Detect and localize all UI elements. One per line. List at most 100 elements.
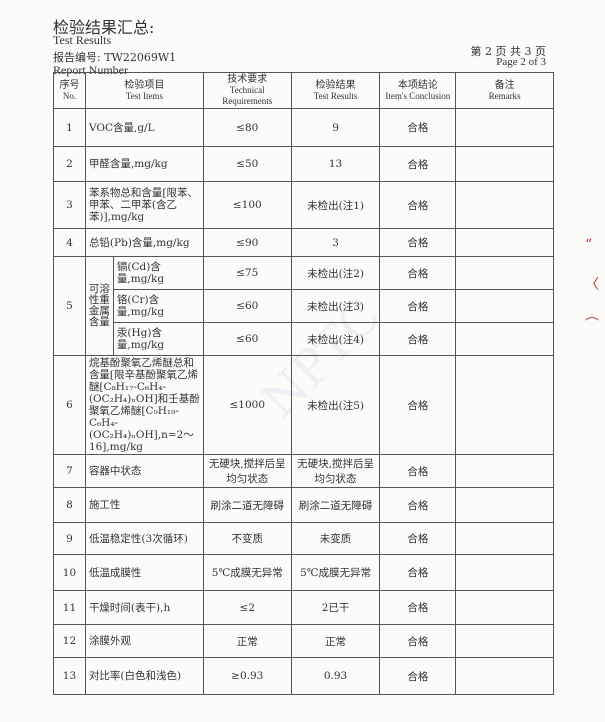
- test-item: 烷基酚聚氧乙烯醚总和含量[限辛基酚聚氧乙烯醚[C₈H₁₇-C₆H₄-(OC₂H₄…: [84, 355, 204, 455]
- conclusion: 合格: [379, 108, 457, 147]
- table-row: 5 可溶性重金属含量 镉(Cd)含量,mg/kg ≤75 未检出(注2) 合格: [53, 256, 554, 356]
- test-result: 未检出(注1): [290, 181, 381, 229]
- col-result: 检验结果 Test Results: [290, 72, 381, 109]
- test-result: 2已干: [290, 590, 381, 625]
- remarks-cell: [455, 181, 554, 229]
- conclusion: 合格: [379, 554, 457, 591]
- table-row: 2 甲醛含量,mg/kg ≤50 13 合格: [53, 146, 554, 182]
- remarks-cell: [455, 108, 554, 147]
- page-number: 第 2 页 共 3 页: [470, 45, 546, 58]
- conclusion: 合格: [379, 657, 457, 695]
- table-header: 序号 No. 检验项目 Test Items 技术要求 Technical Requi…: [53, 72, 554, 109]
- test-item: 对比率(白色和浅色): [84, 657, 204, 695]
- test-result: 未检出(注3): [290, 289, 381, 323]
- table-row: 6 烷基酚聚氧乙烯醚总和含量[限辛基酚聚氧乙烯醚[C₈H₁₇-C₆H₄-(OC₂H…: [53, 355, 554, 455]
- requirement: ≤2: [202, 590, 292, 625]
- requirement: 刷涂二道无障碍: [202, 487, 292, 523]
- row-number: 7: [53, 454, 86, 488]
- test-item: VOC含量,g/L: [84, 108, 204, 147]
- remarks-cell: [455, 657, 554, 695]
- test-result: 未变质: [290, 522, 381, 555]
- row-number: 6: [53, 355, 86, 455]
- test-item: 干燥时间(表干),h: [84, 590, 204, 625]
- test-result: 未检出(注2): [290, 256, 381, 290]
- remarks-cell: [455, 322, 554, 356]
- test-item: 铬(Cr)含量,mg/kg: [112, 289, 204, 323]
- test-item: 施工性: [84, 487, 204, 523]
- report-number: 报告编号: TW22069W1: [53, 51, 177, 64]
- conclusion: 合格: [379, 487, 457, 523]
- test-item: 苯系物总和含量[限苯、甲苯、二甲苯(含乙苯)],mg/kg: [84, 181, 204, 229]
- requirement: ≤90: [202, 228, 292, 257]
- test-result: 未检出(注5): [290, 355, 381, 455]
- requirement: ≤100: [202, 181, 292, 229]
- conclusion: 合格: [379, 522, 457, 555]
- requirement: ≤80: [202, 108, 292, 147]
- page-title-en: Test Results: [53, 33, 112, 47]
- remarks-cell: [455, 355, 554, 455]
- table-row: 12 涂膜外观 正常 正常 合格: [53, 624, 554, 658]
- conclusion: 合格: [379, 256, 457, 290]
- row-number: 3: [53, 181, 86, 229]
- results-table: 序号 No. 检验项目 Test Items 技术要求 Technical Requi…: [53, 72, 554, 695]
- row-number: 2: [53, 146, 86, 182]
- test-item: 甲醛含量,mg/kg: [84, 146, 204, 182]
- table-row: 7 容器中状态 无硬块,搅拌后呈均匀状态 无硬块,搅拌后呈均匀状态 合格: [53, 454, 554, 488]
- conclusion: 合格: [379, 355, 457, 455]
- row-number: 10: [53, 554, 86, 591]
- requirement: ≤75: [202, 256, 292, 290]
- requirement: 正常: [202, 624, 292, 658]
- table-row: 13 对比率(白色和浅色) ≥0.93 0.93 合格: [53, 657, 554, 695]
- test-item: 容器中状态: [84, 454, 204, 488]
- col-remarks: 备注 Remarks: [455, 72, 554, 109]
- requirement: ≥0.93: [202, 657, 292, 695]
- table-row: 铬(Cr)含量,mg/kg ≤60 未检出(注3) 合格: [54, 289, 554, 323]
- conclusion: 合格: [379, 228, 457, 257]
- remarks-cell: [455, 522, 554, 555]
- page-title: 检验结果汇总:: [53, 18, 155, 37]
- test-result: 正常: [290, 624, 381, 658]
- test-result: 5℃成膜无异常: [290, 554, 381, 591]
- row-number: 1: [53, 108, 86, 147]
- test-result: 刷涂二道无障碍: [290, 487, 381, 523]
- remarks-cell: [455, 487, 554, 523]
- remarks-cell: [455, 624, 554, 658]
- remarks-cell: [455, 228, 554, 257]
- col-conclusion: 本项结论 Item's Conclusion: [379, 72, 457, 109]
- test-item: 低温稳定性(3次循环): [84, 522, 204, 555]
- test-item: 镉(Cd)含量,mg/kg: [112, 256, 204, 290]
- remarks-cell: [455, 146, 554, 182]
- conclusion: 合格: [379, 624, 457, 658]
- table-row: 9 低温稳定性(3次循环) 不变质 未变质 合格: [53, 522, 554, 555]
- remarks-cell: [455, 256, 554, 290]
- test-result: 未检出(注4): [290, 322, 381, 356]
- conclusion: 合格: [379, 454, 457, 488]
- test-item: 总铅(Pb)含量,mg/kg: [84, 228, 204, 257]
- requirement: 不变质: [202, 522, 292, 555]
- conclusion: 合格: [379, 289, 457, 323]
- remarks-cell: [455, 289, 554, 323]
- test-result: 无硬块,搅拌后呈均匀状态: [290, 454, 381, 488]
- group-label: 可溶性重金属含量: [84, 256, 114, 356]
- row-number: 8: [53, 487, 86, 523]
- row-number: 5: [53, 256, 86, 356]
- remarks-cell: [455, 590, 554, 625]
- requirement: ≤60: [202, 322, 292, 356]
- col-item: 检验项目 Test Items: [84, 72, 204, 109]
- requirement: ≤50: [202, 146, 292, 182]
- requirement: ≤1000: [202, 355, 292, 455]
- conclusion: 合格: [379, 590, 457, 625]
- page-number-en: Page 2 of 3: [496, 56, 546, 68]
- test-result: 9: [290, 108, 381, 147]
- row-number: 12: [53, 624, 86, 658]
- table-row: 8 施工性 刷涂二道无障碍 刷涂二道无障碍 合格: [53, 487, 554, 523]
- requirement: ≤60: [202, 289, 292, 323]
- test-item: 低温成膜性: [84, 554, 204, 591]
- conclusion: 合格: [379, 322, 457, 356]
- conclusion: 合格: [379, 181, 457, 229]
- test-result: 3: [290, 228, 381, 257]
- table-row: 汞(Hg)含量,mg/kg ≤60 未检出(注4) 合格: [54, 322, 554, 356]
- table-row: 3 苯系物总和含量[限苯、甲苯、二甲苯(含乙苯)],mg/kg ≤100 未检出(注1…: [53, 181, 554, 229]
- row-number: 11: [53, 590, 86, 625]
